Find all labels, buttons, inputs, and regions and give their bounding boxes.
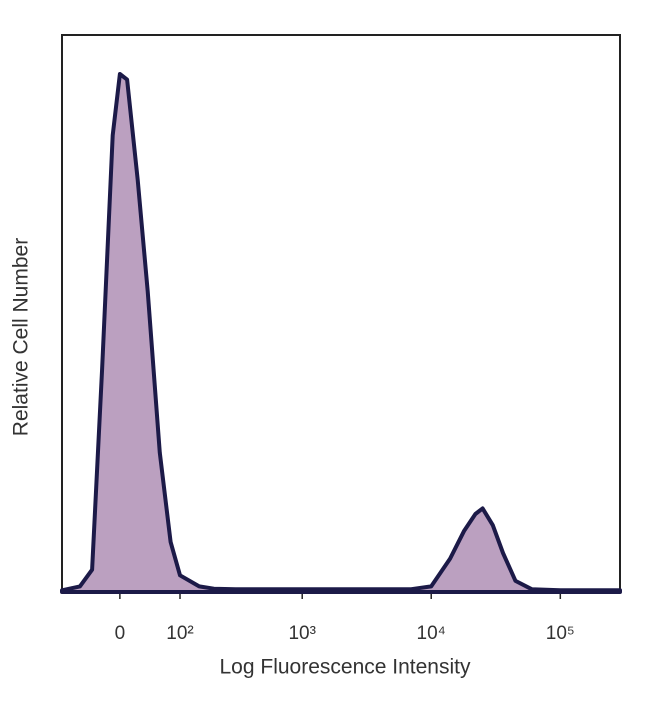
x-tick-label: 10³	[288, 623, 315, 644]
x-axis-label: Log Fluorescence Intensity	[220, 656, 471, 679]
x-tick-label: 10²	[166, 623, 193, 644]
y-axis-label: Relative Cell Number	[10, 238, 33, 436]
histogram	[60, 72, 622, 594]
x-tick-label: 0	[115, 623, 126, 644]
x-tick-label: 10⁵	[546, 623, 575, 644]
x-tick-label: 10⁴	[417, 623, 446, 644]
